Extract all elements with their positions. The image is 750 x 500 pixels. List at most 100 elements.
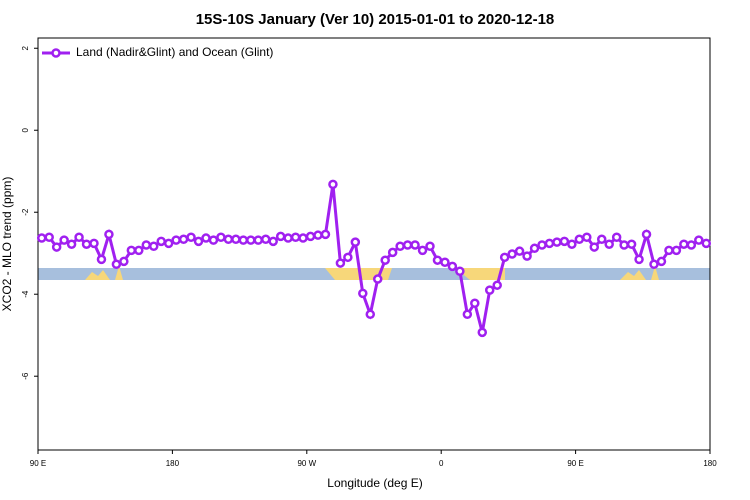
point [201,233,211,243]
point [455,266,465,277]
point [611,232,622,242]
point [567,239,577,249]
point [163,238,174,249]
x-tick-label: 180 [703,459,717,468]
point [283,233,293,243]
point [231,234,241,245]
x-tick-label: 180 [166,459,180,468]
point [126,245,137,256]
x-tick-label: 90 W [297,459,316,468]
point [298,233,308,243]
point [134,245,144,256]
point [440,257,450,267]
point [619,240,629,250]
point [447,261,458,272]
point [51,242,62,252]
point [694,235,704,245]
point [626,239,637,249]
point [89,238,99,249]
point [343,252,353,263]
point [537,240,547,250]
point [552,237,562,247]
y-tick-label: -6 [21,372,30,380]
point [328,179,338,190]
point [358,288,368,299]
point [395,241,405,252]
point [246,235,256,245]
point [679,239,689,249]
point [208,235,219,245]
series-line [41,184,707,333]
point [410,240,420,250]
point [171,235,181,245]
point [402,240,413,250]
point [350,237,361,247]
point [44,232,54,242]
point [36,233,47,243]
point [178,234,189,245]
point [425,241,435,252]
point [223,234,234,245]
point [268,236,278,247]
point [81,239,92,249]
point [499,252,510,263]
point [656,256,667,267]
point [686,240,697,250]
point [365,309,376,320]
point [604,239,614,249]
x-tick-label: 90 E [567,459,583,468]
point [111,259,122,270]
legend-marker [51,48,61,58]
point [275,231,286,242]
point [141,240,152,250]
point [664,245,674,256]
point [589,242,600,252]
point [701,238,712,249]
point [335,258,346,268]
point [193,236,204,247]
chart-title: 15S-10S January (Ver 10) 2015-01-01 to 2… [196,11,555,28]
point [596,234,607,245]
point [484,285,495,295]
point [372,274,383,284]
point [96,254,107,265]
point [260,234,271,245]
point [119,256,129,267]
point [507,249,517,259]
x-axis-label: Longitude (deg E) [327,476,422,490]
point [290,232,301,242]
point [649,259,659,270]
point [544,238,555,249]
point [66,239,77,249]
point [641,229,652,240]
point [529,243,540,254]
point [574,234,585,245]
legend-label: Land (Nadir&Glint) and Ocean (Glint) [76,45,273,59]
point [582,232,592,242]
point [238,235,249,245]
y-tick-label: 0 [21,127,30,132]
point [462,309,473,320]
point [514,246,525,256]
point [253,235,264,245]
point [313,230,323,240]
point [320,229,331,240]
point [216,232,226,242]
x-tick-label: 0 [439,459,444,468]
point [492,280,502,290]
x-tick-label: 90 E [30,459,46,468]
point [559,236,570,247]
point [148,241,159,252]
point [305,231,316,242]
point [59,235,69,245]
point [104,229,114,240]
point [74,232,84,242]
y-tick-label: 2 [21,45,30,50]
point [671,245,682,256]
point [470,298,480,308]
y-axis-label: XCO2 - MLO trend (ppm) [0,177,14,312]
point [387,247,398,258]
point [417,245,428,256]
y-tick-label: -2 [21,208,30,216]
point [432,255,443,265]
